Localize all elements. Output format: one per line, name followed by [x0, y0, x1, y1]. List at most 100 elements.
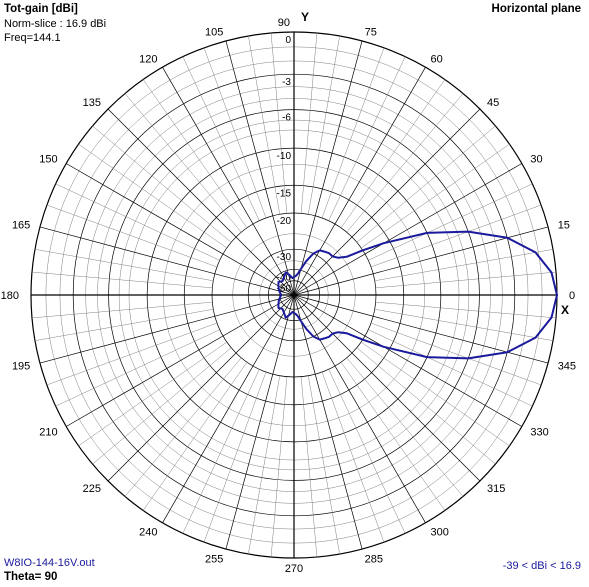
grid-spoke-minor — [270, 32, 288, 214]
grid-spoke-minor — [356, 347, 496, 465]
grid-spoke-minor — [356, 125, 496, 243]
ring-label: -20 — [277, 216, 292, 227]
theta-label: Theta= 90 — [4, 571, 58, 583]
grid-spoke-minor — [361, 341, 510, 447]
grid-spoke-major — [293, 294, 522, 427]
file-name-label: W8IO-144-16V.out — [4, 557, 95, 569]
ring-label: -15 — [277, 188, 292, 199]
angle-label: 315 — [487, 483, 505, 495]
grid-spoke-minor — [321, 371, 385, 543]
grid-spoke-minor — [46, 322, 218, 386]
angle-label: 195 — [12, 361, 30, 373]
grid-spoke-minor — [92, 347, 232, 465]
grid-spoke-minor — [321, 47, 385, 219]
angle-label: 285 — [365, 554, 383, 566]
grid-spoke-minor — [248, 375, 281, 555]
angle-label: 225 — [83, 483, 101, 495]
grid-spoke-major — [293, 67, 426, 296]
grid-spoke-major — [293, 40, 363, 296]
ring-label: -3 — [282, 77, 291, 88]
grid-spoke-minor — [375, 271, 557, 289]
grid-spoke-major — [293, 108, 481, 296]
grid-spoke-major — [293, 226, 549, 296]
grid-spoke-minor — [374, 308, 554, 341]
frequency-label: Freq=144.1 — [4, 32, 61, 44]
grid-spoke-minor — [203, 47, 267, 219]
grid-spoke-minor — [346, 357, 464, 497]
angle-label: 210 — [39, 427, 57, 439]
chart-title: Tot-gain [dBi] — [4, 3, 78, 15]
grid-spoke-minor — [300, 32, 318, 214]
ring-label: -50 — [277, 284, 292, 295]
norm-slice-label: Norm-slice : 16.9 dBi — [4, 18, 107, 30]
grid-spoke-minor — [55, 329, 220, 407]
grid-spoke-minor — [142, 79, 248, 228]
grid-spoke-minor — [340, 362, 446, 511]
grid-spoke-minor — [340, 79, 446, 228]
grid-spoke-major — [293, 163, 522, 296]
grid-spoke-minor — [361, 143, 510, 249]
grid-spoke-minor — [307, 35, 340, 215]
angle-label: 30 — [530, 154, 542, 166]
angle-label: 105 — [205, 26, 223, 38]
grid-spoke-major — [39, 226, 295, 296]
grid-spoke-minor — [203, 371, 267, 543]
grid-spoke-minor — [370, 204, 542, 268]
angle-label: 60 — [431, 54, 443, 66]
grid-spoke-major — [66, 294, 295, 427]
grid-spoke-major — [293, 294, 481, 482]
grid-spoke-major — [293, 294, 363, 550]
grid-spoke-minor — [34, 249, 214, 282]
grid-spoke-minor — [368, 329, 533, 407]
angle-label: 255 — [205, 554, 223, 566]
x-axis-label: X — [561, 303, 569, 317]
grid-spoke-minor — [92, 125, 232, 243]
grid-spoke-minor — [182, 369, 260, 534]
dbi-range-label: -39 < dBi < 16.9 — [502, 560, 581, 572]
grid-spoke-major — [66, 163, 295, 296]
ring-label: 0 — [285, 35, 291, 46]
grid-spoke-minor — [31, 301, 213, 319]
angle-label: 300 — [431, 526, 449, 538]
grid-spoke-major — [225, 294, 295, 550]
grid-spoke-minor — [248, 35, 281, 215]
grid-spoke-minor — [182, 56, 260, 221]
ring-label: -6 — [282, 113, 291, 124]
grid-spoke-major — [225, 40, 295, 296]
angle-label: 120 — [139, 54, 157, 66]
grid-spoke-minor — [142, 362, 248, 511]
grid-spoke-major — [39, 294, 295, 364]
angle-label: 0 — [569, 290, 575, 302]
grid-spoke-minor — [307, 375, 340, 555]
grid-spoke-major — [293, 294, 426, 523]
grid-spoke-major — [162, 294, 295, 523]
grid-spoke-minor — [328, 369, 406, 534]
ring-label: -10 — [277, 151, 292, 162]
grid-spoke-minor — [370, 322, 542, 386]
angle-label: 15 — [558, 219, 570, 231]
grid-spoke-major — [293, 294, 549, 364]
grid-spoke-minor — [55, 183, 220, 261]
grid-spoke-major — [107, 108, 295, 296]
grid-spoke-minor — [300, 376, 318, 558]
grid-spoke-major — [107, 294, 295, 482]
plane-title: Horizontal plane — [491, 3, 581, 15]
grid-spoke-major — [162, 67, 295, 296]
ring-label: -30 — [277, 252, 292, 263]
grid-spoke-minor — [124, 357, 242, 497]
grid-spoke-minor — [328, 56, 406, 221]
grid-spoke-minor — [78, 341, 227, 447]
angle-label: 90 — [278, 17, 290, 29]
angle-label: 240 — [139, 526, 157, 538]
grid-spoke-minor — [46, 204, 218, 268]
grid-spoke-minor — [124, 93, 242, 233]
angle-label: 150 — [39, 154, 57, 166]
angle-label: 135 — [83, 97, 101, 109]
angle-label: 270 — [285, 563, 303, 575]
angle-label: 165 — [12, 219, 30, 231]
grid-spoke-minor — [270, 376, 288, 558]
angle-labels: 0 15 30 45 60 75 90 105 120 135 150 165 180 195 210 225… — [1, 17, 576, 575]
angle-label: 330 — [530, 427, 548, 439]
grid-spoke-minor — [374, 249, 554, 282]
